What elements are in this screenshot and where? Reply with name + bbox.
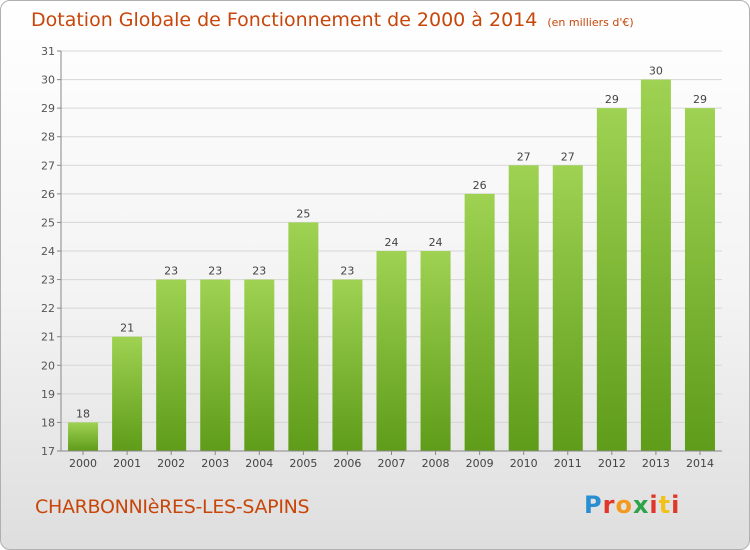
data-label: 21 bbox=[120, 322, 134, 335]
y-tick-label: 20 bbox=[41, 359, 55, 372]
bar bbox=[156, 279, 187, 451]
data-label: 27 bbox=[517, 150, 531, 163]
bar bbox=[244, 279, 275, 451]
bar bbox=[464, 193, 495, 451]
bar bbox=[332, 279, 363, 451]
data-label: 29 bbox=[605, 93, 619, 106]
x-tick-label: 2011 bbox=[554, 457, 582, 470]
x-tick-label: 2014 bbox=[686, 457, 714, 470]
y-tick-label: 26 bbox=[41, 188, 55, 201]
bar bbox=[596, 108, 627, 452]
y-tick-label: 29 bbox=[41, 102, 55, 115]
labels: 18 21 23 23 23 25 23 24 24 26 27 27 29 30 29 bbox=[76, 65, 707, 421]
x-tick-label: 2003 bbox=[201, 457, 229, 470]
y-tick-label: 24 bbox=[41, 245, 55, 258]
y-tick-label: 25 bbox=[41, 216, 55, 229]
data-label: 26 bbox=[473, 179, 487, 192]
bar bbox=[68, 422, 99, 451]
data-label: 29 bbox=[693, 93, 707, 106]
y-tick-label: 31 bbox=[41, 45, 55, 58]
x-tick-label: 2004 bbox=[245, 457, 273, 470]
bar bbox=[200, 279, 231, 451]
x-tick-label: 2010 bbox=[510, 457, 538, 470]
commune-name: CHARBONNIèRES-LES-SAPINS bbox=[35, 496, 310, 518]
bars bbox=[68, 79, 715, 452]
bar bbox=[508, 165, 539, 452]
x-tick-label: 2005 bbox=[289, 457, 317, 470]
data-label: 23 bbox=[164, 265, 178, 278]
x-tick-label: 2007 bbox=[378, 457, 406, 470]
x-tick-label: 2002 bbox=[157, 457, 185, 470]
y-tick-label: 23 bbox=[41, 274, 55, 287]
data-label: 24 bbox=[385, 236, 399, 249]
title-text: Dotation Globale de Fonctionnement de 20… bbox=[31, 9, 538, 31]
y-tick-label: 27 bbox=[41, 159, 55, 172]
x-tick-label: 2001 bbox=[113, 457, 141, 470]
chart-title: Dotation Globale de Fonctionnement de 20… bbox=[31, 9, 634, 31]
data-label: 23 bbox=[252, 265, 266, 278]
y-tick-label: 30 bbox=[41, 74, 55, 87]
data-label: 23 bbox=[208, 265, 222, 278]
data-label: 24 bbox=[429, 236, 443, 249]
bar bbox=[684, 108, 715, 452]
data-label: 25 bbox=[296, 207, 310, 220]
proxiti-logo: Proxiti bbox=[584, 491, 681, 519]
x-tick-label: 2013 bbox=[642, 457, 670, 470]
bar bbox=[552, 165, 583, 452]
x-tick-label: 2012 bbox=[598, 457, 626, 470]
data-label: 30 bbox=[649, 65, 663, 78]
y-tick-label: 18 bbox=[41, 416, 55, 429]
title-unit: (en milliers d'€) bbox=[547, 16, 634, 29]
axes: 17 18 19 20 21 22 23 24 25 26 27 28 29 30 31 2000 2001 20… bbox=[41, 45, 722, 470]
x-tick-label: 2009 bbox=[466, 457, 494, 470]
data-label: 23 bbox=[340, 265, 354, 278]
x-tick-label: 2006 bbox=[333, 457, 361, 470]
x-tick-label: 2008 bbox=[422, 457, 450, 470]
y-tick-label: 28 bbox=[41, 131, 55, 144]
bar bbox=[640, 79, 671, 452]
x-tick-label: 2000 bbox=[69, 457, 97, 470]
y-tick-label: 21 bbox=[41, 331, 55, 344]
y-tick-label: 19 bbox=[41, 388, 55, 401]
data-label: 27 bbox=[561, 150, 575, 163]
bar bbox=[376, 251, 407, 451]
bar bbox=[420, 251, 451, 451]
y-tick-label: 17 bbox=[41, 445, 55, 458]
bar bbox=[112, 336, 143, 451]
y-tick-label: 22 bbox=[41, 302, 55, 315]
bar bbox=[288, 222, 319, 451]
data-label: 18 bbox=[76, 407, 90, 420]
